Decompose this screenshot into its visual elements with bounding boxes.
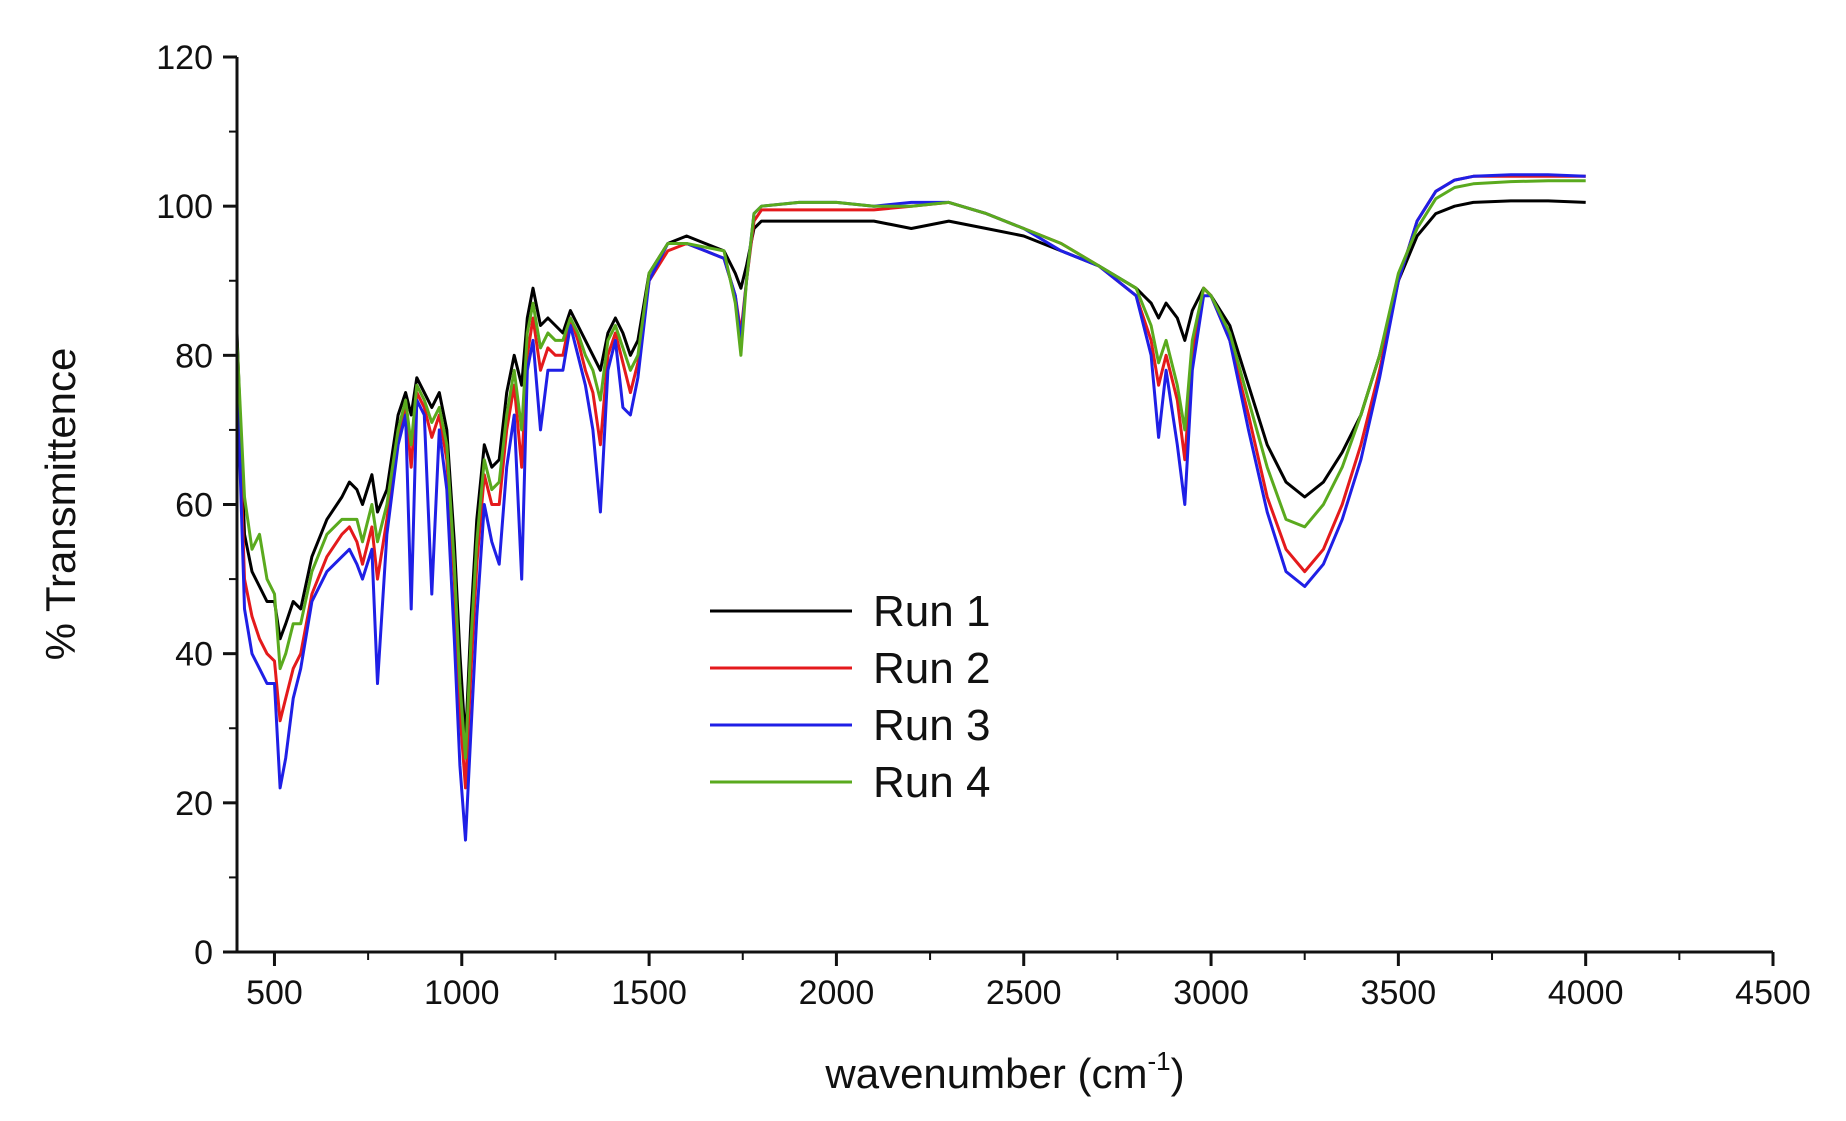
legend-label-run-2: Run 2 [873, 644, 990, 693]
x-tick-label: 1000 [424, 974, 500, 1012]
x-tick-label: 2500 [986, 974, 1062, 1012]
series-line-run-2 [235, 174, 1586, 790]
y-tick-label: 40 [175, 636, 213, 674]
series-line-run-1 [235, 199, 1586, 745]
y-tick-label: 80 [175, 337, 213, 375]
legend-label-run-3: Run 3 [873, 701, 990, 750]
y-axis-title: % Transmittence [37, 348, 84, 661]
legend-label-run-4: Run 4 [873, 758, 990, 807]
plot-series [235, 173, 1586, 842]
y-tick-label: 20 [175, 785, 213, 823]
x-tick-label: 1500 [611, 974, 687, 1012]
x-ticks: 500 1000 1500 2000 2500 3000 3500 4000 4500 [246, 952, 1811, 1012]
x-tick-label: 4500 [1735, 974, 1811, 1012]
x-axis-title: wavenumber (cm-1) [824, 1046, 1184, 1097]
y-ticks: 0 20 40 60 80 100 120 [156, 39, 237, 972]
y-tick-label: 0 [194, 934, 213, 972]
series-line-run-4 [235, 179, 1586, 760]
x-tick-label: 4000 [1548, 974, 1624, 1012]
y-tick-label: 100 [156, 188, 213, 226]
x-tick-label: 3000 [1173, 974, 1249, 1012]
y-tick-label: 120 [156, 39, 213, 77]
x-tick-label: 2000 [799, 974, 875, 1012]
x-tick-label: 3500 [1361, 974, 1437, 1012]
x-axis-title-suffix: ) [1171, 1050, 1185, 1097]
y-tick-label: 60 [175, 487, 213, 525]
legend: Run 1 Run 2 Run 3 Run 4 [710, 587, 990, 807]
legend-label-run-1: Run 1 [873, 587, 990, 636]
x-axis-title-main: wavenumber (cm [824, 1050, 1147, 1097]
x-tick-label: 500 [246, 974, 303, 1012]
x-axis-title-superscript: -1 [1147, 1046, 1170, 1076]
series-line-run-3 [235, 173, 1586, 842]
